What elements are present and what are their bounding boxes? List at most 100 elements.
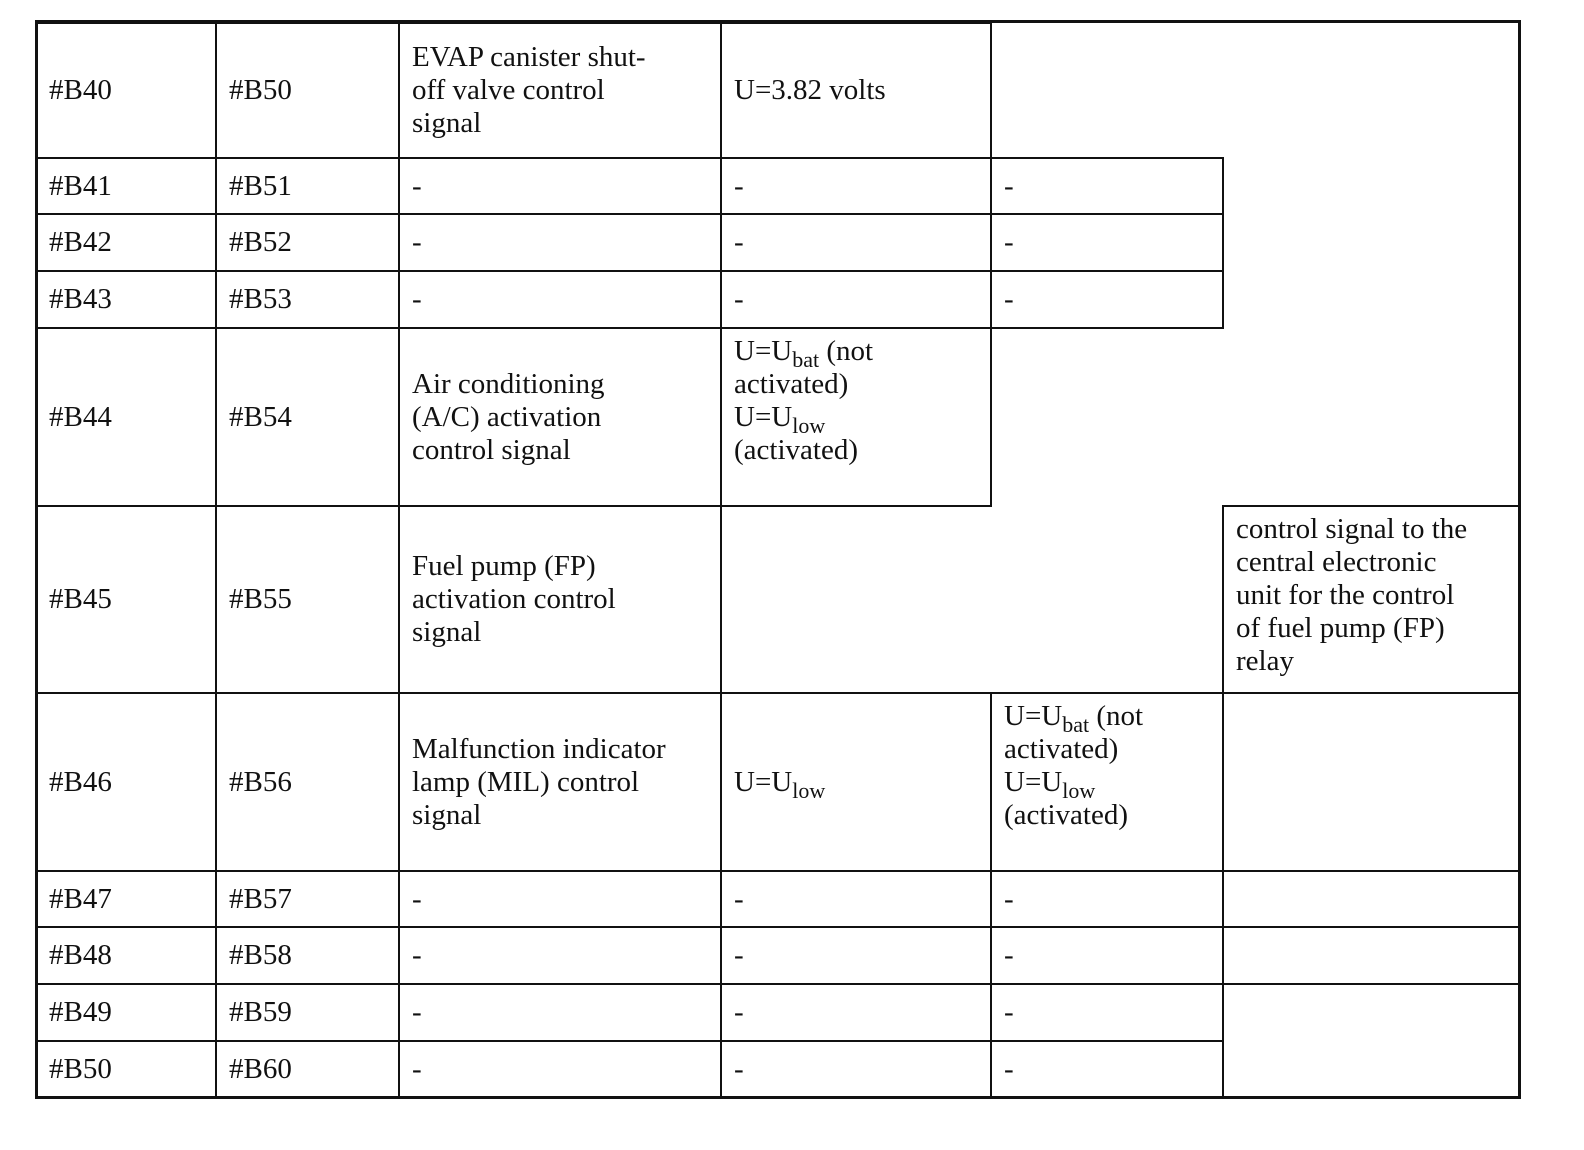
table-cell-pin-a: #B49 [35, 983, 217, 1042]
text-segment: control signal to the central electronic… [1236, 513, 1468, 677]
cell-text: #B54 [229, 400, 292, 433]
table-cell-pin-a: #B48 [35, 926, 217, 985]
cell-text: - [412, 226, 422, 259]
cell-text: - [734, 283, 744, 316]
cell-text: #B50 [49, 1053, 112, 1085]
table-cell-pin-b: #B53 [215, 270, 400, 329]
text-segment: - [1004, 939, 1014, 971]
cell-text: - [1004, 939, 1014, 972]
subscript: low [792, 413, 826, 438]
table-cell-pin-b: #B57 [215, 870, 400, 928]
table-cell-pin-b: #B51 [215, 157, 400, 215]
cell-text: - [1004, 283, 1014, 316]
table-cell-value2: U=Ubat (not activated) U=Ulow (activated… [990, 692, 1224, 872]
cell-text: - [1004, 996, 1014, 1029]
cell-text: #B59 [229, 996, 292, 1028]
text-segment: U=U [1004, 700, 1063, 732]
cell-text: #B49 [49, 996, 112, 1028]
text-segment: EVAP canister shut- off valve control si… [412, 41, 646, 139]
cell-text: #B40 [49, 74, 112, 106]
subscript: low [1062, 778, 1096, 803]
text-segment: - [734, 169, 744, 202]
table-cell-pin-a: #B42 [35, 213, 217, 272]
text-segment: - [412, 996, 422, 1028]
cell-text: #B44 [49, 400, 112, 433]
cell-text: - [412, 883, 422, 916]
cell-text: #B46 [49, 765, 112, 798]
cell-text: Malfunction indicator lamp (MIL) control… [412, 733, 666, 832]
table-cell-value2: - [990, 926, 1224, 985]
cell-text: #B55 [229, 583, 292, 615]
text-segment: - [734, 226, 744, 258]
cell-text: - [734, 996, 744, 1029]
text-segment: - [1004, 996, 1014, 1028]
cell-text: #B43 [49, 283, 112, 315]
table-cell-description: - [398, 926, 722, 985]
cell-text: - [1004, 226, 1014, 259]
table-cell-value2: - [990, 983, 1224, 1042]
table-cell-pin-b: #B50 [215, 22, 400, 159]
table-cell-description: - [398, 213, 722, 272]
table-cell-value2: - [990, 870, 1224, 928]
cell-text: - [1004, 883, 1014, 916]
table-cell-pin-a: #B47 [35, 870, 217, 928]
cell-text: EVAP canister shut- off valve control si… [412, 41, 646, 140]
text-segment: - [412, 882, 422, 915]
subscript: bat [792, 347, 820, 372]
text-segment: - [1004, 169, 1014, 202]
table-cell-value2: - [990, 213, 1224, 272]
table-cell-value3 [1222, 983, 1520, 1099]
cell-text: #B41 [49, 169, 112, 202]
cell-text: #B60 [229, 1053, 292, 1085]
table-cell-description: - [398, 1040, 722, 1099]
table-cell-value1: - [720, 157, 992, 215]
table-cell-pin-a: #B44 [35, 327, 217, 507]
cell-text: U=3.82 volts [734, 74, 886, 107]
table-cell-description: - [398, 270, 722, 329]
table-cell-pin-a: #B41 [35, 157, 217, 215]
cell-text: - [734, 226, 744, 259]
table-cell-description: EVAP canister shut- off valve control si… [398, 22, 722, 159]
cell-text: - [734, 939, 744, 972]
table-cell-pin-a: #B40 [35, 22, 217, 159]
text-segment: - [1004, 1053, 1014, 1085]
text-segment: - [1004, 882, 1014, 915]
table-cell-pin-b: #B59 [215, 983, 400, 1042]
text-segment: - [734, 939, 744, 971]
cell-text: - [412, 1053, 422, 1086]
text-segment: - [734, 882, 744, 915]
text-segment: - [734, 1053, 744, 1085]
cell-text: - [412, 283, 422, 316]
cell-text: #B51 [229, 169, 292, 202]
cell-text: - [412, 170, 422, 203]
text-segment: - [1004, 226, 1014, 258]
table-cell-pin-a: #B45 [35, 505, 217, 694]
cell-text: #B45 [49, 583, 112, 615]
table-cell-pin-b: #B58 [215, 926, 400, 985]
cell-text: - [734, 883, 744, 916]
cell-text: #B53 [229, 283, 292, 315]
table-cell-pin-b: #B54 [215, 327, 400, 507]
text-segment: (activated) [1004, 799, 1128, 831]
cell-text: - [734, 170, 744, 203]
cell-text: #B48 [49, 939, 112, 971]
text-segment: Malfunction indicator lamp (MIL) control… [412, 732, 666, 831]
table-cell-pin-a: #B46 [35, 692, 217, 872]
table-cell-value2: - [990, 270, 1224, 329]
cell-text: U=Ubat (not activated) U=Ulow (activated… [734, 335, 873, 467]
table-cell-value1: U=Ubat (not activated) U=Ulow (activated… [720, 327, 992, 507]
text-segment: U=3.82 volts [734, 74, 886, 106]
cell-text: #B50 [229, 74, 292, 106]
text-segment: - [1004, 283, 1014, 315]
table-cell-description: Fuel pump (FP) activation control signal [398, 505, 722, 694]
cell-text: Air conditioning (A/C) activation contro… [412, 368, 605, 467]
table-cell-value3 [1222, 692, 1520, 872]
table-cell-pin-b: #B56 [215, 692, 400, 872]
cell-text: #B58 [229, 939, 292, 971]
cell-text: Fuel pump (FP) activation control signal [412, 550, 616, 649]
table-cell-value1: - [720, 983, 992, 1042]
table-cell-pin-b: #B55 [215, 505, 400, 694]
text-segment: (not activated) U=U [734, 335, 874, 433]
cell-text: U=Ulow [734, 766, 825, 802]
subscript: bat [1062, 712, 1090, 737]
